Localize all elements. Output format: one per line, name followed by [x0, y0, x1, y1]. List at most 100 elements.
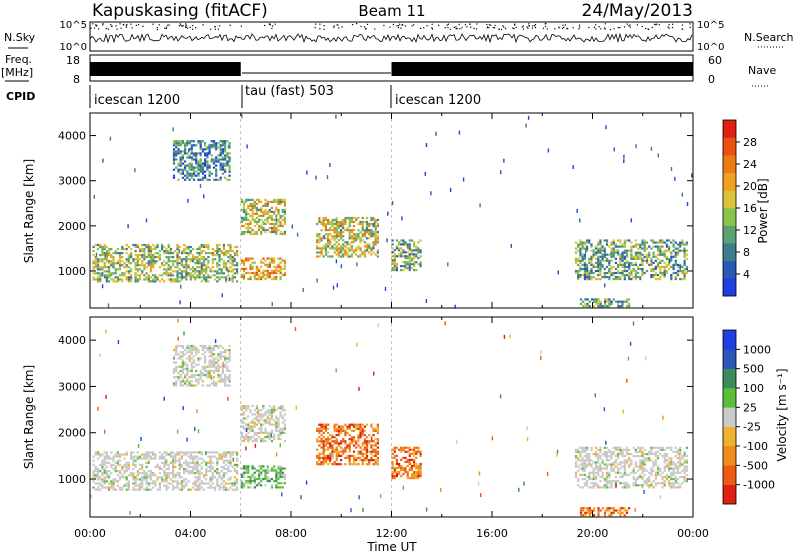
data-cell	[672, 467, 675, 470]
data-cell	[581, 448, 584, 451]
nsearch-point	[604, 28, 606, 30]
data-cell	[116, 459, 119, 462]
data-cell	[614, 465, 617, 468]
data-cell	[222, 488, 225, 491]
nsearch-point	[341, 26, 343, 28]
data-cell	[348, 225, 351, 228]
data-cell	[628, 448, 631, 451]
data-cell	[597, 457, 600, 460]
data-cell	[119, 463, 122, 466]
data-cell	[603, 276, 606, 279]
data-cell	[208, 365, 211, 368]
data-cell	[614, 459, 617, 462]
data-cell	[419, 466, 422, 470]
data-cell	[625, 300, 628, 303]
data-cell	[236, 463, 239, 466]
data-cell	[180, 463, 183, 466]
data-cell	[277, 224, 280, 228]
data-cell	[194, 262, 197, 265]
nsearch-point	[558, 27, 560, 29]
data-cell	[654, 459, 657, 462]
data-cell	[588, 475, 591, 479]
data-cell	[191, 461, 195, 464]
data-cell	[161, 264, 164, 267]
data-cell	[92, 474, 95, 477]
data-cell	[198, 470, 201, 473]
data-cell	[212, 160, 216, 163]
data-cell	[603, 249, 606, 252]
nsearch-point	[125, 24, 127, 27]
data-cell	[605, 480, 609, 483]
data-cell	[175, 144, 178, 147]
data-cell	[350, 454, 353, 457]
data-cell	[346, 253, 349, 256]
data-cell	[242, 276, 246, 279]
data-cell	[639, 467, 642, 470]
data-cell	[190, 374, 193, 377]
data-cell	[348, 450, 351, 453]
data-cell	[114, 252, 117, 255]
nsearch-point	[130, 23, 132, 25]
data-cell	[192, 154, 196, 157]
data-cell	[240, 486, 243, 489]
data-cell	[127, 488, 130, 491]
data-cell	[650, 257, 653, 260]
data-cell	[147, 459, 150, 462]
data-cell	[614, 267, 617, 271]
nsearch-point	[447, 23, 450, 25]
data-cell	[199, 162, 202, 165]
data-cell	[617, 446, 620, 449]
data-cell	[165, 474, 168, 477]
data-cell	[674, 261, 677, 264]
data-cell	[190, 376, 193, 379]
data-cell	[270, 218, 274, 221]
data-cell	[192, 384, 196, 387]
data-cell	[158, 486, 161, 489]
nsearch-point	[689, 23, 691, 25]
data-cell	[127, 486, 130, 489]
data-cell	[188, 380, 191, 383]
data-cell	[419, 473, 422, 476]
data-cell	[181, 384, 184, 387]
data-cell	[141, 256, 144, 259]
data-cell	[219, 144, 222, 147]
data-cell	[361, 227, 364, 230]
data-cell	[204, 355, 207, 358]
noise-cell	[681, 192, 683, 197]
nsearch-point	[269, 23, 271, 25]
data-cell	[391, 462, 394, 466]
data-cell	[264, 230, 267, 234]
data-cell	[172, 361, 176, 364]
data-cell	[583, 446, 586, 449]
data-cell	[683, 278, 686, 281]
data-cell	[322, 427, 325, 430]
data-cell	[320, 427, 323, 430]
data-cell	[654, 259, 657, 262]
data-cell	[228, 142, 231, 145]
data-cell	[266, 477, 269, 481]
data-cell	[597, 298, 600, 301]
data-cell	[318, 218, 321, 222]
data-cell	[340, 446, 343, 449]
data-cell	[340, 427, 343, 430]
data-cell	[245, 218, 248, 221]
data-cell	[592, 255, 595, 258]
data-cell	[574, 475, 578, 479]
data-cell	[614, 455, 617, 458]
data-cell	[599, 239, 602, 242]
data-cell	[165, 250, 168, 253]
data-cell	[614, 276, 617, 279]
data-cell	[398, 464, 401, 468]
data-cell	[240, 218, 243, 221]
data-cell	[200, 266, 203, 269]
data-cell	[273, 257, 276, 260]
data-cell	[601, 471, 604, 474]
data-cell	[228, 344, 231, 348]
data-cell	[275, 409, 278, 412]
data-cell	[258, 469, 261, 472]
data-cell	[175, 142, 178, 145]
data-cell	[210, 365, 213, 368]
data-cell	[617, 480, 620, 483]
nsearch-point	[111, 25, 113, 27]
data-cell	[406, 243, 409, 246]
